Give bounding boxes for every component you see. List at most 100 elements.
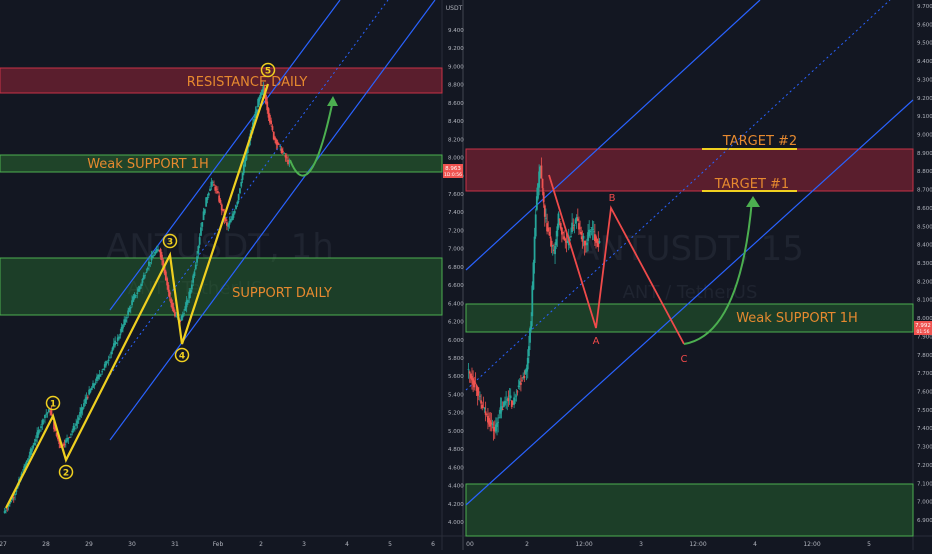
candle-body	[549, 236, 552, 239]
left-price-tag	[443, 164, 463, 178]
candle-body	[517, 385, 520, 388]
candle-body	[98, 374, 101, 377]
wave-markers: 1 2 3 4 5	[45, 62, 276, 480]
right-y-tick-label: 7.400	[917, 426, 932, 432]
zone-weak-support-1h-right	[465, 303, 914, 333]
candle-body	[190, 284, 193, 290]
candle-body	[502, 402, 505, 408]
candle-body	[31, 448, 33, 452]
right-x-tick-label: 00	[466, 541, 474, 548]
candle-body	[218, 195, 221, 202]
left-y-tick-label: 6.800	[448, 265, 464, 271]
candle-body	[584, 243, 587, 245]
candle-body	[46, 412, 49, 414]
candle-body	[258, 96, 261, 102]
left-x-tick-label: 6	[431, 541, 435, 548]
candle-body	[72, 425, 75, 431]
right-time-axis[interactable]: 00 2 12:00 3 12:00 4 12:00 5	[466, 541, 871, 548]
candle-body	[539, 166, 542, 177]
candle-body	[471, 375, 473, 381]
candle-body	[213, 184, 215, 186]
left-y-tick-label: 6.600	[448, 283, 464, 289]
candle-body	[573, 225, 576, 226]
right-y-tick-label: 8.300	[917, 261, 932, 267]
candle-body	[119, 333, 122, 336]
candle-body	[106, 362, 109, 364]
candle-body	[505, 401, 508, 403]
candle-body	[235, 205, 237, 209]
candle-body	[153, 254, 156, 256]
left-x-tick-label: 30	[128, 541, 136, 548]
label-resistance-daily: RESISTANCE DAILY	[187, 75, 308, 90]
left-y-tick-label: 4.400	[448, 484, 464, 490]
candle-body	[125, 317, 128, 319]
candle-body	[548, 231, 551, 236]
right-price-axis[interactable]: 9.700 9.600 9.500 9.400 9.300 9.200 9.100 9.000…	[917, 4, 932, 524]
left-y-tick-label: 9.200	[448, 46, 464, 52]
candle-body	[556, 226, 559, 237]
candle-body	[141, 278, 144, 283]
wave-marker-circle	[58, 464, 74, 480]
candle-body	[49, 411, 52, 413]
candle-body	[489, 420, 492, 427]
left-projection-arrowhead	[327, 96, 338, 106]
candle-body	[270, 120, 273, 125]
candle-body	[64, 440, 67, 443]
candle-body	[103, 364, 106, 368]
wave-marker-circle	[260, 62, 276, 78]
candle-body	[38, 430, 41, 432]
candle-body	[596, 238, 599, 243]
left-x-tick-label: 29	[85, 541, 93, 548]
candle-body	[543, 205, 546, 217]
left-y-tick-label: 8.600	[448, 101, 464, 107]
candle-body	[209, 188, 211, 192]
candle-body	[222, 208, 224, 211]
zone-support-right	[465, 483, 914, 537]
zone-support-daily	[0, 257, 443, 316]
candle-body	[14, 493, 16, 496]
right-y-tick-label: 8.900	[917, 151, 932, 157]
candle-body	[76, 420, 79, 424]
candle-body	[192, 275, 195, 283]
right-y-tick-label: 9.300	[917, 77, 932, 83]
right-y-tick-label: 7.200	[917, 463, 932, 469]
right-x-tick-label: 12:00	[803, 541, 820, 548]
left-time-axis[interactable]: 27 28 29 30 31 Feb 2 3 4 5 6	[0, 541, 435, 548]
candle-body	[574, 219, 577, 224]
candle-body	[510, 400, 513, 407]
candle-body	[99, 374, 102, 376]
candle-body	[524, 369, 527, 374]
candle-body	[67, 437, 70, 440]
candle-body	[468, 371, 471, 374]
candle-body	[288, 161, 291, 163]
left-price-axis[interactable]: 9.400 9.200 9.000 8.800 8.600 8.400 8.200 8.000…	[448, 28, 464, 526]
candle-body	[11, 497, 14, 500]
candle-body	[488, 418, 490, 425]
candle-body	[128, 307, 131, 312]
candle-body	[180, 316, 183, 321]
label-target1: TARGET #1	[714, 177, 789, 192]
candle-body	[491, 423, 494, 425]
candle-body	[496, 422, 498, 427]
candle-body	[135, 295, 137, 297]
left-watermark: ANTUSDT, 1h	[106, 227, 334, 267]
candle-body	[227, 224, 230, 227]
candle-body	[527, 346, 530, 357]
candle-body	[555, 239, 558, 246]
candle-body	[583, 240, 586, 246]
candle-body	[570, 236, 572, 237]
candle-body	[545, 217, 547, 219]
right-plot-area[interactable]	[466, 0, 913, 536]
left-y-tick-label: 4.800	[448, 447, 464, 453]
right-y-tick-label: 8.600	[917, 206, 932, 212]
candle-body	[140, 283, 143, 287]
candle-body	[189, 289, 192, 294]
left-y-tick-label: 9.400	[448, 28, 464, 34]
label-wave-b: B	[609, 193, 616, 204]
candle-body	[102, 368, 105, 370]
candle-body	[55, 432, 58, 436]
candle-body	[261, 89, 263, 95]
candle-body	[28, 455, 31, 459]
candle-body	[540, 165, 543, 179]
candle-body	[534, 214, 537, 237]
